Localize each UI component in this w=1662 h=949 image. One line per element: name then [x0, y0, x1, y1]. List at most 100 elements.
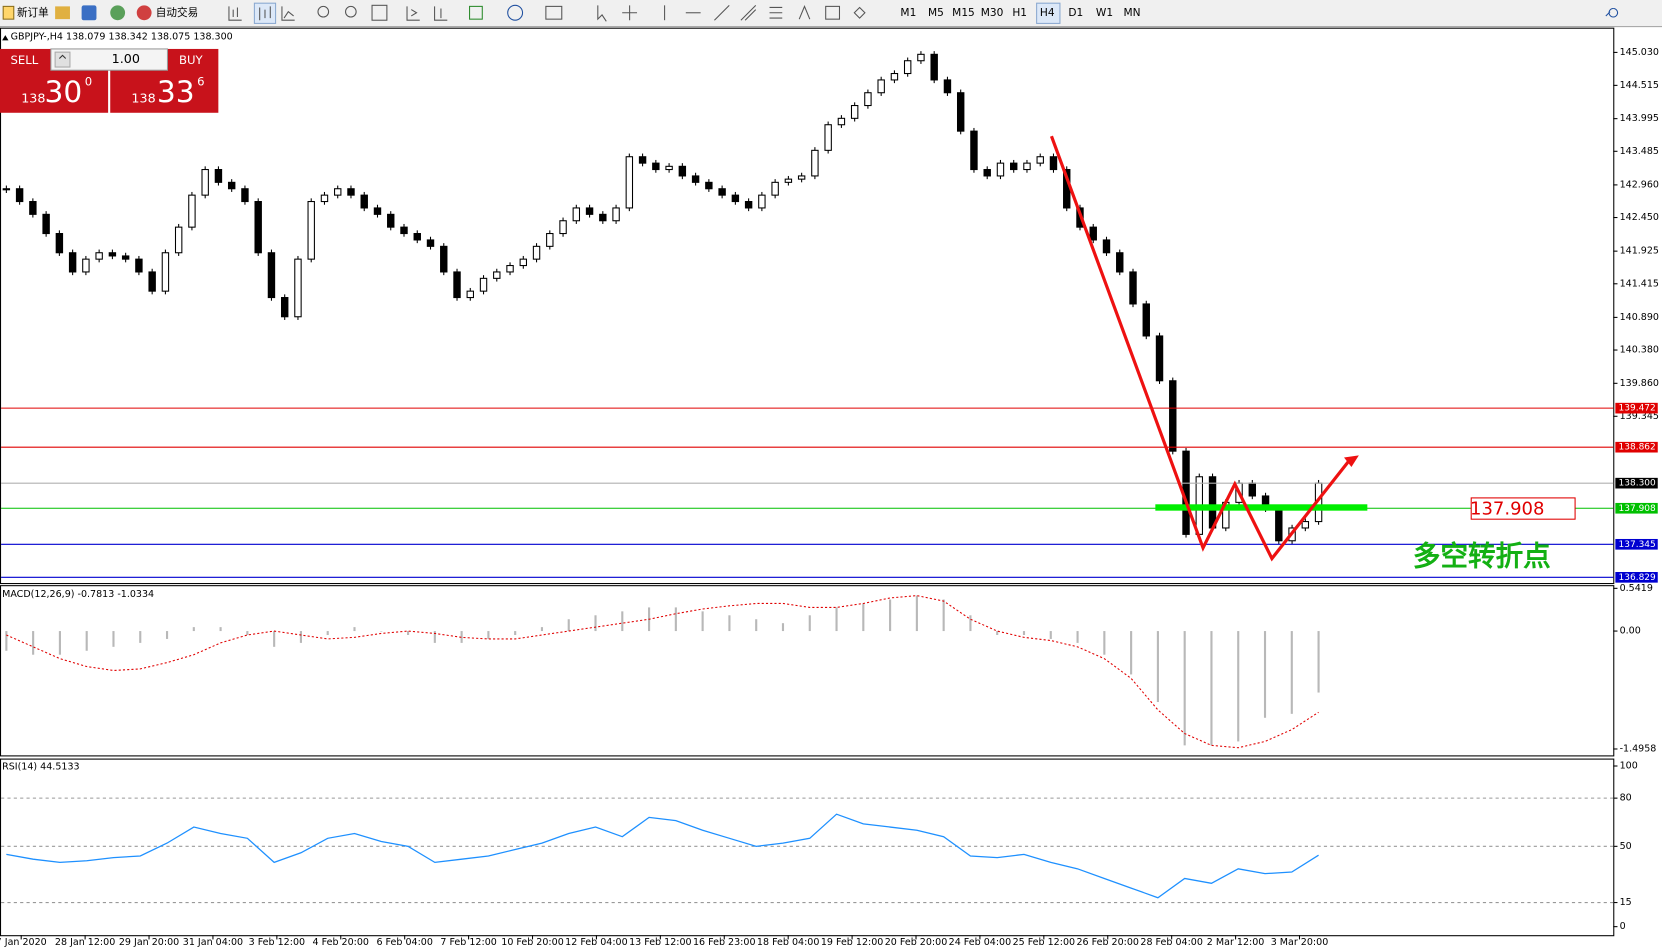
tile-tool[interactable] — [371, 4, 388, 21]
one-click-trading: 1.00 SELL BUY 138 30 0 138 33 6 — [0, 48, 219, 113]
candle — [1102, 239, 1111, 254]
candle — [930, 53, 938, 81]
y-tick-label: 140.890 — [1620, 312, 1659, 323]
candle — [214, 169, 223, 183]
sell-button[interactable]: SELL — [11, 53, 39, 67]
zoom-out-tool[interactable] — [345, 5, 357, 18]
candle-icon — [259, 6, 271, 21]
arrows-tool[interactable] — [853, 6, 866, 19]
x-tick-label: 18 Feb 04:00 — [757, 937, 820, 948]
toolbar-icon[interactable] — [110, 5, 126, 21]
y-tick-label: 139.345 — [1620, 411, 1659, 422]
candle — [161, 252, 170, 292]
candle — [1089, 226, 1097, 241]
channel-tool[interactable] — [740, 4, 757, 21]
y-tick-label: 144.515 — [1620, 80, 1659, 91]
candle — [956, 92, 965, 132]
timeframe-button[interactable]: W1 — [1096, 6, 1113, 19]
x-tick-label: 31 Jan 04:00 — [183, 937, 243, 948]
level-label: 136.829 — [1619, 573, 1656, 583]
x-tick-label: 26 Feb 20:00 — [1076, 937, 1139, 948]
candle — [1169, 380, 1177, 452]
candle — [387, 213, 395, 228]
timeframe-button[interactable]: M1 — [900, 6, 916, 19]
candle — [453, 271, 461, 299]
buy-price-pips: 33 — [157, 75, 195, 110]
x-tick-label: 12 Feb 04:00 — [565, 937, 628, 948]
y-tick-label: 143.485 — [1620, 146, 1659, 157]
bar-chart-tool[interactable] — [228, 6, 242, 21]
trendline-tool[interactable] — [714, 4, 730, 21]
active-timeframe — [1036, 2, 1061, 24]
level-tag — [1615, 402, 1658, 414]
macd-bar — [755, 619, 758, 632]
templates-tool[interactable] — [545, 5, 563, 20]
candle — [744, 201, 753, 209]
macd-bar — [915, 595, 918, 632]
text-tool[interactable] — [798, 5, 811, 20]
candle — [1142, 303, 1150, 337]
candle — [307, 201, 315, 260]
macd-bar — [1290, 631, 1293, 714]
tool-icons — [228, 2, 1619, 24]
timeframe-button[interactable]: H4 — [1040, 6, 1055, 19]
y-tick-label: 145.030 — [1620, 47, 1659, 58]
macd-bar — [219, 627, 222, 632]
candle — [1023, 162, 1031, 171]
crosshair-tool[interactable] — [622, 5, 638, 21]
candle — [996, 162, 1005, 177]
candle — [1275, 508, 1283, 542]
candle — [241, 188, 249, 203]
toolbar-icon[interactable] — [81, 5, 97, 21]
macd-signal — [6, 595, 1319, 749]
zoom-in-tool[interactable] — [317, 5, 330, 18]
marks: 145.030 144.515 143.995 143.485 142.960 142.4… — [0, 47, 1659, 948]
level-label: 138.300 — [1619, 479, 1656, 489]
lot-box[interactable] — [50, 48, 169, 71]
candle — [983, 169, 991, 177]
annotation-box — [1470, 497, 1576, 520]
toolbar-icon[interactable] — [55, 6, 70, 20]
macd-bar — [889, 599, 892, 632]
search-icon[interactable] — [1605, 7, 1619, 18]
buy-button[interactable]: BUY — [179, 53, 204, 67]
sell-price-frac: 0 — [85, 74, 92, 88]
timeframe-button[interactable]: M15 — [952, 6, 975, 19]
candle — [2, 188, 11, 191]
timeframes: M1 M5 M15 M30 H1 H4 D1 W1 MN — [900, 6, 1140, 19]
macd-bar — [1210, 631, 1213, 746]
y-tick-label: 50 — [1620, 841, 1632, 852]
timeframe-button[interactable]: MN — [1123, 6, 1140, 19]
candle — [121, 255, 130, 260]
cursor-tool[interactable] — [597, 5, 607, 22]
macd-bar — [5, 631, 8, 651]
macd-bar — [514, 631, 517, 636]
auto-trading-button[interactable]: 自动交易 — [156, 6, 198, 19]
candle — [797, 175, 806, 180]
candle — [1036, 156, 1044, 164]
timeframe-button[interactable]: M30 — [981, 6, 1004, 19]
macd-bar — [112, 631, 115, 647]
periods-tool[interactable] — [507, 4, 524, 21]
annotation-text: 多空转折点 — [1413, 539, 1551, 572]
scroll-tool[interactable] — [406, 6, 420, 21]
timeframe-button[interactable]: H1 — [1012, 6, 1027, 19]
macd-bar — [567, 619, 570, 632]
timeframe-button[interactable]: D1 — [1068, 6, 1083, 19]
lot-spinner[interactable] — [54, 51, 71, 68]
lot-size[interactable]: 1.00 — [112, 52, 140, 67]
indicators-tool[interactable] — [469, 5, 483, 20]
shift-tool[interactable] — [434, 6, 448, 21]
timeframe-button[interactable]: M5 — [928, 6, 944, 19]
candle — [466, 290, 474, 299]
line-chart-tool[interactable] — [281, 6, 295, 21]
candle — [890, 72, 899, 81]
auto-trading-icon — [136, 5, 152, 21]
macd-bar — [353, 627, 356, 632]
candle — [1208, 476, 1217, 529]
fibo-tool[interactable] — [769, 6, 783, 19]
label-tool[interactable] — [825, 5, 841, 20]
macd-bar — [32, 631, 35, 655]
new-order-button[interactable]: 新订单 — [17, 6, 49, 19]
